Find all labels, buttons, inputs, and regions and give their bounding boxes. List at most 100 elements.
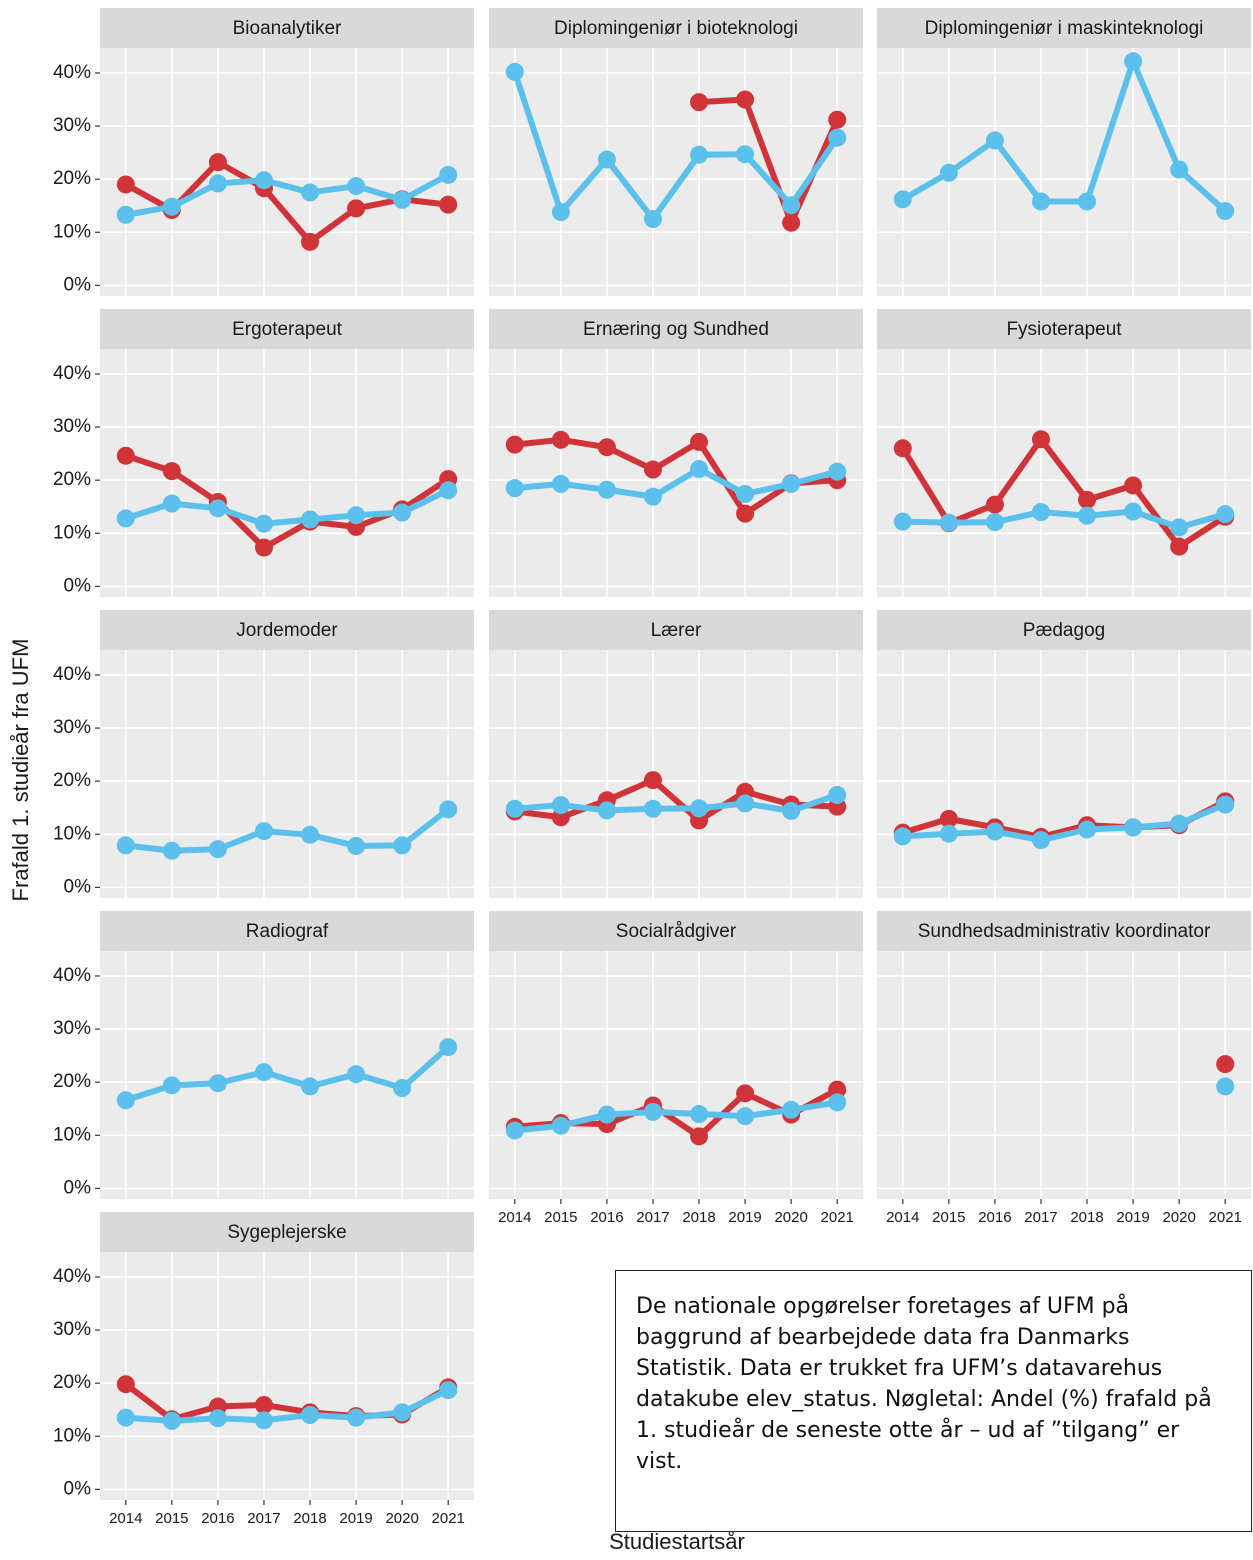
data-point — [1124, 502, 1143, 521]
data-point — [393, 1079, 412, 1098]
panel-title: Lærer — [651, 620, 702, 641]
x-tick-label: 2019 — [339, 1510, 372, 1527]
data-point — [254, 1411, 273, 1430]
data-point — [828, 785, 847, 804]
data-point — [1170, 537, 1189, 556]
data-point — [782, 801, 801, 820]
strip — [100, 911, 474, 951]
data-point — [347, 836, 366, 855]
x-tick-label: 2020 — [1162, 1209, 1195, 1226]
panel: Diplomingeniør i maskinteknologi — [877, 8, 1251, 296]
data-point — [116, 509, 135, 528]
data-point — [828, 110, 847, 129]
x-tick-label: 2015 — [544, 1209, 577, 1226]
data-point — [301, 825, 320, 844]
data-point — [208, 1409, 227, 1428]
data-point — [1170, 518, 1189, 537]
y-tick-label: 30% — [53, 1319, 91, 1340]
data-point — [162, 841, 181, 860]
y-tick-label: 40% — [53, 965, 91, 986]
strip — [100, 309, 474, 349]
strip — [877, 911, 1251, 951]
data-point — [116, 205, 135, 224]
panel-title: Diplomingeniør i bioteknologi — [554, 18, 798, 39]
x-tick-label: 2016 — [978, 1209, 1011, 1226]
data-point — [393, 503, 412, 522]
y-tick-label: 30% — [53, 416, 91, 437]
data-point — [690, 432, 709, 451]
x-tick-label: 2015 — [932, 1209, 965, 1226]
y-tick-label: 0% — [64, 1478, 92, 1499]
plot-background — [489, 48, 863, 296]
data-point — [643, 487, 662, 506]
strip — [100, 1212, 474, 1252]
x-tick-label: 2021 — [1209, 1209, 1242, 1226]
data-point — [1078, 820, 1097, 839]
data-point — [1124, 818, 1143, 837]
data-point — [439, 481, 458, 500]
plot-background — [100, 1252, 474, 1500]
data-point — [643, 771, 662, 790]
data-point — [505, 435, 524, 454]
y-tick-label: 10% — [53, 1425, 91, 1446]
panel: Pædagog — [877, 610, 1251, 898]
strip — [877, 8, 1251, 48]
data-point — [551, 203, 570, 222]
x-tick-label: 2017 — [247, 1510, 280, 1527]
strip — [489, 8, 863, 48]
data-point — [301, 1077, 320, 1096]
strip — [100, 8, 474, 48]
data-point — [597, 1105, 616, 1124]
data-point — [439, 165, 458, 184]
x-tick-label: 2014 — [886, 1209, 919, 1226]
x-tick-label: 2021 — [432, 1510, 465, 1527]
data-point — [254, 171, 273, 190]
data-point — [736, 504, 755, 523]
data-point — [439, 1038, 458, 1057]
y-tick-label: 20% — [53, 469, 91, 490]
data-point — [393, 1403, 412, 1422]
series-line — [511, 70, 840, 222]
data-point — [782, 474, 801, 493]
data-point — [690, 1105, 709, 1124]
data-point — [939, 824, 958, 843]
data-point — [301, 183, 320, 202]
data-point — [736, 1107, 755, 1126]
data-point — [393, 836, 412, 855]
data-point — [736, 484, 755, 503]
panel-title: Sundhedsadministrativ koordinator — [918, 921, 1211, 942]
data-point — [347, 506, 366, 525]
data-point — [985, 495, 1004, 514]
data-point — [254, 538, 273, 557]
data-point — [736, 794, 755, 813]
data-point — [1216, 1055, 1235, 1074]
data-point — [505, 479, 524, 498]
data-point — [1216, 1077, 1235, 1096]
data-point — [985, 513, 1004, 532]
y-tick-label: 10% — [53, 1124, 91, 1145]
data-point — [736, 1084, 755, 1103]
data-point — [1031, 430, 1050, 449]
x-tick-label: 2020 — [385, 1510, 418, 1527]
data-point — [254, 1395, 273, 1414]
data-point — [208, 1074, 227, 1093]
strip — [100, 610, 474, 650]
data-point — [939, 809, 958, 828]
x-tick-label: 2017 — [1024, 1209, 1057, 1226]
data-point — [347, 199, 366, 218]
y-tick-label: 10% — [53, 221, 91, 242]
panel-title: Diplomingeniør i maskinteknologi — [925, 18, 1204, 39]
data-point — [985, 131, 1004, 150]
data-point — [736, 90, 755, 109]
data-point — [939, 513, 958, 532]
note-box: De nationale opgørelser foretages af UFM… — [615, 1270, 1252, 1532]
y-tick-label: 10% — [53, 522, 91, 543]
panel: Sundhedsadministrativ koordinator 2014 201… — [877, 911, 1251, 1226]
data-point — [1216, 795, 1235, 814]
plot-background — [877, 48, 1251, 296]
x-tick-label: 2019 — [1116, 1209, 1149, 1226]
data-point — [736, 145, 755, 164]
data-point — [551, 474, 570, 493]
data-point — [643, 460, 662, 479]
